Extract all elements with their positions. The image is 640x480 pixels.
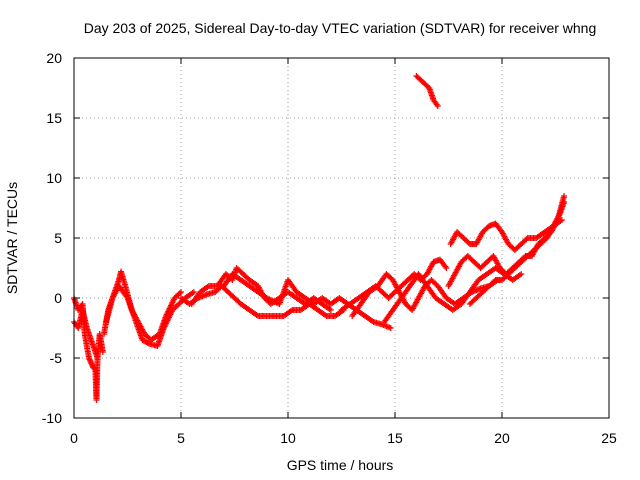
x-tick-label: 15 [387, 430, 403, 446]
data-point [434, 103, 441, 109]
data-point [144, 339, 151, 346]
series-track-9 [349, 271, 501, 319]
y-tick-label: -5 [50, 350, 63, 366]
data-point [190, 289, 197, 295]
y-tick-label: 5 [54, 230, 62, 246]
data-point [561, 193, 568, 199]
x-axis-label: GPS time / hours [287, 457, 394, 473]
data-point [387, 325, 394, 331]
data-point [99, 349, 106, 355]
y-tick-label: 0 [54, 290, 62, 306]
chart-title: Day 203 of 2025, Sidereal Day-to-day VTE… [84, 20, 597, 36]
grid [74, 58, 609, 418]
data-point [85, 355, 92, 361]
x-tick-label: 5 [177, 430, 185, 446]
series-track-13 [466, 199, 568, 307]
data-point [89, 361, 96, 368]
y-tick-label: 15 [46, 110, 62, 126]
y-axis-label: SDTVAR / TECUs [4, 182, 20, 294]
series-track-10 [381, 265, 525, 325]
series-track-3 [100, 268, 184, 343]
series-track-7 [220, 271, 394, 331]
series-track-14 [413, 73, 441, 109]
series-track-8 [338, 256, 450, 313]
x-tick-label: 25 [601, 430, 617, 446]
y-tick-label: -10 [42, 410, 62, 426]
data-point [176, 290, 183, 297]
series-track-2 [71, 307, 101, 361]
data-point [86, 356, 93, 363]
data-point [443, 265, 450, 271]
data-point [327, 307, 334, 313]
series-track-1 [71, 295, 106, 403]
data-point [523, 236, 530, 243]
x-tick-label: 20 [494, 430, 510, 446]
data-point [87, 357, 94, 364]
data-point [178, 289, 184, 295]
y-tick-label: 20 [46, 50, 62, 66]
data-point [87, 359, 94, 366]
y-tick-label: 10 [46, 170, 62, 186]
axis-ticks: 0 5 10 15 20 25 -10 -5 0 5 10 15 20 [42, 50, 617, 446]
data-series [71, 73, 568, 403]
x-tick-label: 0 [70, 430, 78, 446]
data-point [561, 199, 568, 205]
data-point [94, 355, 101, 361]
series-track-4 [103, 283, 197, 349]
x-tick-label: 10 [280, 430, 296, 446]
data-point [518, 271, 525, 277]
data-point [88, 360, 95, 367]
